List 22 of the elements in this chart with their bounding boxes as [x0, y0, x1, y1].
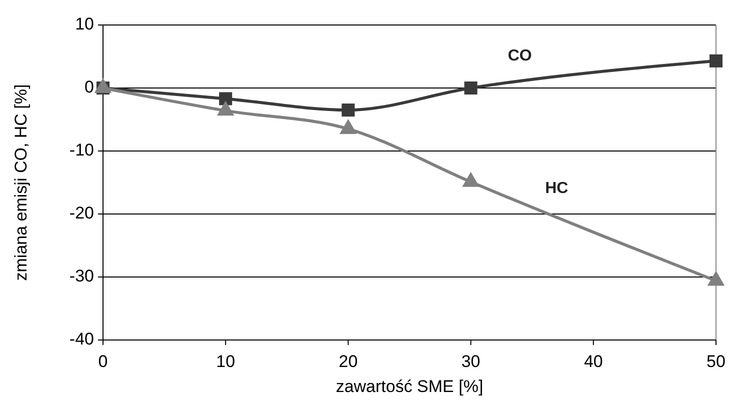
y-axis-title: zmiana emisji CO, HC [%] [11, 84, 30, 281]
series-label: CO [508, 48, 532, 65]
series-label: HC [545, 180, 569, 198]
point [464, 81, 478, 95]
point [462, 172, 480, 187]
point [707, 270, 725, 286]
y-tick-label: -30 [69, 266, 94, 286]
x-tick-label: 50 [706, 352, 726, 371]
x-tick-label: 0 [98, 352, 108, 371]
point [342, 104, 355, 117]
x-tick-label: 10 [216, 352, 236, 371]
x-tick-label: 20 [338, 352, 358, 371]
y-tick-label: -10 [69, 140, 94, 160]
y-tick-label: 10 [75, 14, 94, 34]
x-axis-title: zawartość SME [%] [336, 377, 484, 396]
point [219, 92, 232, 106]
x-tick-label: 40 [584, 352, 603, 371]
point [709, 54, 723, 68]
y-tick-label: -20 [69, 203, 94, 222]
y-tick-label: 0 [84, 77, 94, 96]
x-tick-label: 30 [461, 352, 480, 371]
y-tick-label: -40 [69, 329, 94, 348]
